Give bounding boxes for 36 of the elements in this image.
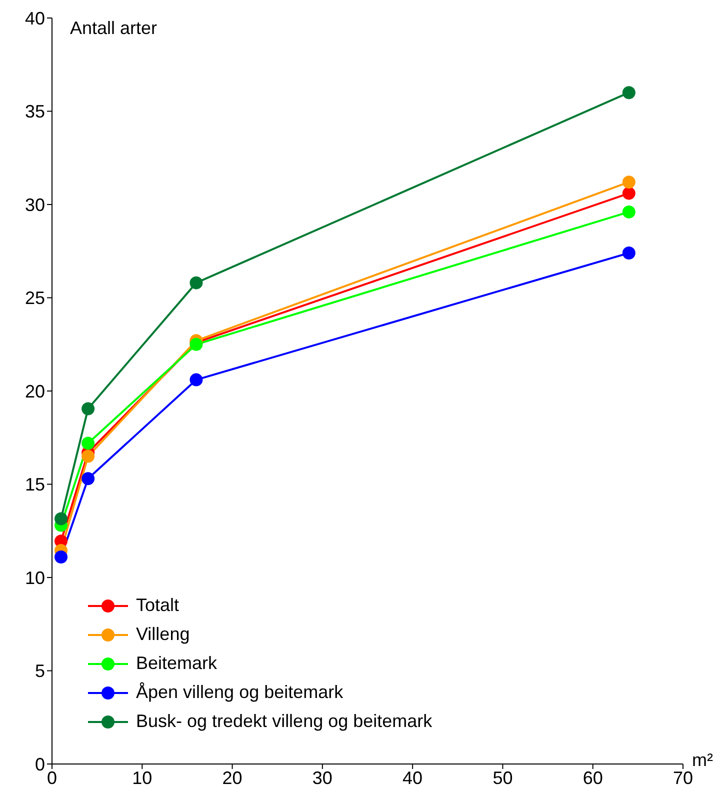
legend-label: Åpen villeng og beitemark [136, 682, 344, 703]
y-tick-label: 0 [34, 754, 45, 774]
x-tick-label: 10 [132, 768, 152, 788]
y-tick-label: 30 [24, 194, 45, 215]
point [82, 402, 95, 416]
point [622, 176, 636, 189]
x-axis-title: m² [692, 750, 713, 771]
x-tick-label: 20 [222, 768, 242, 788]
x-tick-label: 50 [492, 768, 513, 788]
point [82, 436, 95, 450]
x-tick-label: 30 [312, 768, 332, 788]
point [622, 86, 636, 100]
legend-label: Totalt [136, 595, 180, 616]
point [82, 472, 95, 486]
point [190, 276, 203, 290]
x-tick-label: 40 [402, 768, 423, 788]
point [54, 512, 68, 526]
y-tick-label: 20 [24, 381, 45, 402]
y-tick-label: 10 [24, 568, 45, 588]
y-tick-label: 15 [24, 474, 45, 495]
point [54, 550, 68, 564]
point [622, 186, 636, 200]
legend-label: Beitemark [136, 653, 218, 674]
y-tick-label: 35 [24, 102, 45, 122]
legend-label: Busk- og tredekt villeng og beitemark [136, 711, 432, 732]
x-tick-label: 60 [582, 768, 603, 788]
y-axis-title: Antall arter [70, 18, 158, 39]
y-tick-label: 40 [24, 8, 45, 28]
y-tick-label: 5 [34, 661, 45, 682]
legend-label: Villeng [136, 624, 190, 645]
point [622, 205, 636, 218]
point [82, 450, 95, 463]
y-tick-label: 25 [24, 288, 45, 308]
point [190, 373, 203, 386]
x-tick-label: 70 [672, 768, 694, 788]
point [622, 246, 636, 260]
